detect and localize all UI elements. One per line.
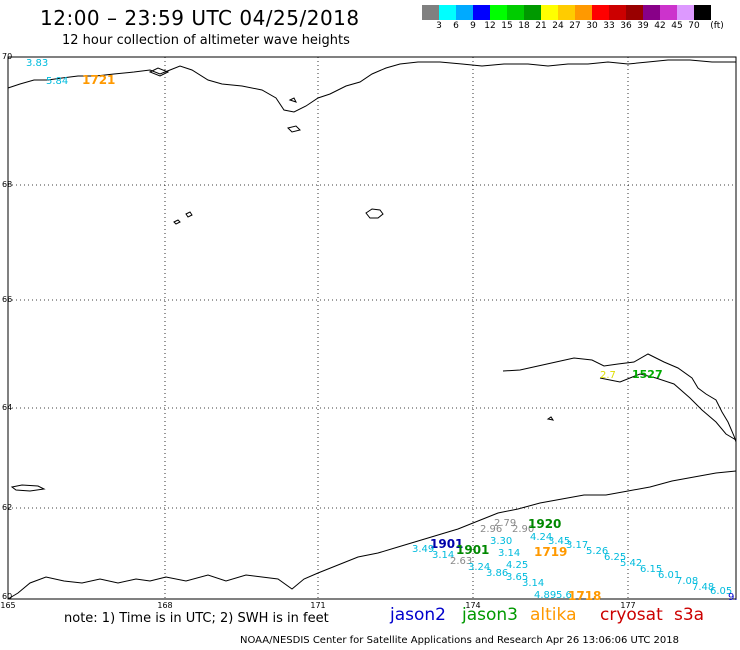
lon-label: 174 xyxy=(465,601,481,610)
swh-value: 2.63 xyxy=(450,556,472,567)
legend-jason3: jason3 xyxy=(462,605,518,625)
colorbar-swatch xyxy=(660,5,677,20)
colorbar-swatch xyxy=(507,5,524,20)
colorbar-swatch xyxy=(439,5,456,20)
map-title: 12:00 – 23:59 UTC 04/25/2018 xyxy=(40,6,360,30)
colorbar-swatch xyxy=(541,5,558,20)
lat-label: 64 xyxy=(2,403,13,412)
legend-altika: altika xyxy=(530,605,577,625)
colorbar-tick: 39 xyxy=(637,21,649,31)
swh-value: 5.84 xyxy=(46,76,68,87)
swh-value: 3.83 xyxy=(26,58,48,69)
swh-value: 3.14 xyxy=(432,550,454,561)
lat-label: 62 xyxy=(2,503,13,512)
swh-value: 4.24 xyxy=(530,532,552,543)
swh-value: 4.25 xyxy=(506,560,528,571)
colorbar-tick: 42 xyxy=(654,21,666,31)
swh-value: 5.26 xyxy=(586,546,608,557)
colorbar-swatch xyxy=(524,5,541,20)
swh-value: 2.90 xyxy=(512,524,534,535)
coastline xyxy=(7,59,737,600)
colorbar-tick: 3 xyxy=(436,21,442,31)
lat-label: 66 xyxy=(2,295,13,304)
colorbar-tick: 30 xyxy=(586,21,598,31)
swh-value: 6.15 xyxy=(640,564,662,575)
colorbar-swatch xyxy=(677,5,694,20)
colorbar-tick-labels: 3 6 9 12 15 18 21 24 27 30 33 36 39 42 45 70 (ft) xyxy=(422,21,740,35)
lat-label: 60 xyxy=(2,592,13,601)
swh-value: 3.49 xyxy=(412,544,434,555)
swh-value: 3.14 xyxy=(522,578,544,589)
swh-value: 3.45 xyxy=(548,536,570,547)
pass-time: 1718 xyxy=(568,589,601,603)
swh-value: 2.96 xyxy=(480,524,502,535)
lon-label: 165 xyxy=(0,601,16,610)
plot-frame xyxy=(7,56,737,600)
colorbar-tick: 70 xyxy=(688,21,700,31)
colorbar-swatch xyxy=(626,5,643,20)
swh-value: 6.05 xyxy=(710,586,732,597)
pass-time: 1721 xyxy=(82,73,115,87)
colorbar-tick: 33 xyxy=(603,21,615,31)
swh-value: 3.14 xyxy=(498,548,520,559)
swh-value: 3.86 xyxy=(486,568,508,579)
swh-value: 4.89 xyxy=(534,590,556,601)
graticule xyxy=(8,57,736,599)
colorbar-tick: 18 xyxy=(518,21,530,31)
map-subtitle: 12 hour collection of altimeter wave hei… xyxy=(62,33,350,48)
altimeter-annotations: 3.83 5.84 1721 1527 2.7 2.96 2.90 2.79 1… xyxy=(26,58,738,603)
pass-time: 1719 xyxy=(534,545,567,559)
credit-line: NOAA/NESDIS Center for Satellite Applica… xyxy=(240,635,679,646)
colorbar-swatch xyxy=(575,5,592,20)
swh-value: 2.79 xyxy=(494,518,516,529)
legend-cryosat: cryosat xyxy=(600,605,663,625)
colorbar-tick: 24 xyxy=(552,21,564,31)
swh-value: 6.01 xyxy=(658,570,680,581)
swh-value: 3.30 xyxy=(490,536,512,547)
pass-time: 1920 xyxy=(528,517,561,531)
colorbar-tick: 36 xyxy=(620,21,632,31)
pass-time: 1901 xyxy=(430,537,463,551)
swh-value: 5.6 xyxy=(556,590,572,601)
swh-value: 3.65 xyxy=(506,572,528,583)
colorbar-swatch xyxy=(609,5,626,20)
swh-value: 2.7 xyxy=(600,370,616,381)
legend-jason2: jason2 xyxy=(390,605,446,625)
colorbar-tick: 45 xyxy=(671,21,683,31)
swh-value: 5.42 xyxy=(620,558,642,569)
lon-label: 177 xyxy=(620,601,636,610)
legend-s3a: s3a xyxy=(674,605,705,625)
lat-label: 70 xyxy=(2,52,13,61)
colorbar-swatch xyxy=(490,5,507,20)
swh-value: 9. xyxy=(728,592,738,603)
colorbar-tick: 12 xyxy=(484,21,496,31)
colorbar-swatch xyxy=(456,5,473,20)
lon-label: 168 xyxy=(157,601,173,610)
colorbar-tick: 27 xyxy=(569,21,581,31)
colorbar-tick: 6 xyxy=(453,21,459,31)
footer-note: note: 1) Time is in UTC; 2) SWH is in fe… xyxy=(64,611,329,626)
swh-value: 3.17 xyxy=(566,540,588,551)
wave-height-colorbar xyxy=(422,5,711,20)
colorbar-swatch xyxy=(422,5,439,20)
pass-time: 1901 xyxy=(456,543,489,557)
colorbar-tick: 9 xyxy=(470,21,476,31)
pass-time: 1527 xyxy=(632,368,663,381)
lon-label: 171 xyxy=(310,601,326,610)
swh-value: 7.08 xyxy=(676,576,698,587)
swh-value: 6.25 xyxy=(604,552,626,563)
colorbar-tick: 21 xyxy=(535,21,547,31)
colorbar-swatch xyxy=(473,5,490,20)
colorbar-swatch xyxy=(694,5,711,20)
swh-value: 7.48 xyxy=(692,582,714,593)
colorbar-swatch xyxy=(558,5,575,20)
colorbar-swatch xyxy=(592,5,609,20)
swh-value: 3.24 xyxy=(468,562,490,573)
lat-label: 68 xyxy=(2,180,13,189)
colorbar-tick: 15 xyxy=(501,21,513,31)
colorbar-tick: (ft) xyxy=(710,21,724,31)
colorbar-swatch xyxy=(643,5,660,20)
